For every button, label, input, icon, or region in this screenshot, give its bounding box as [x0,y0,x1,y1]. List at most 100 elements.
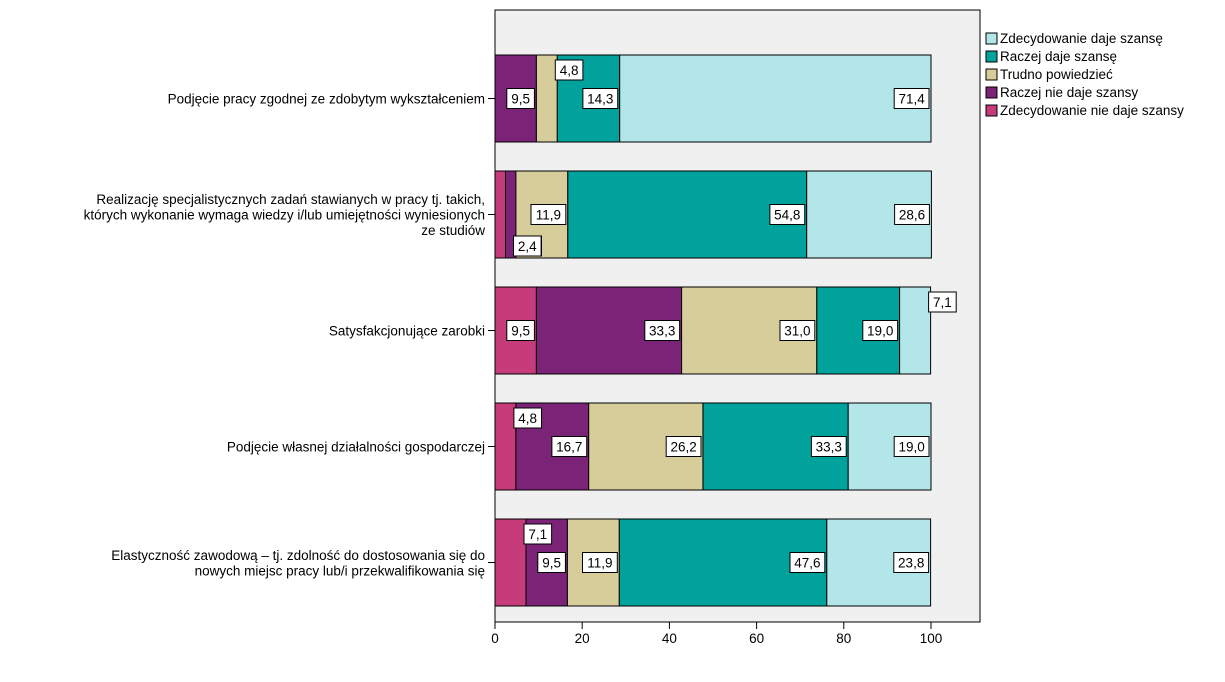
category-label: Satysfakcjonujące zarobki [329,324,485,339]
data-label: 4,8 [554,59,584,81]
data-label-box [893,436,930,457]
data-label-box [862,320,899,341]
data-label: 7,1 [928,291,957,313]
data-label-box [513,407,543,429]
data-labels-group: 9,5 4,8 14,3 71,4 2,4 11,9 54,8 28,6 9,5 33,3 31,0… [506,59,957,573]
data-label-box [769,204,806,225]
data-label-text: 2,4 [518,239,537,254]
bar-segment [567,170,808,259]
data-label-box [530,204,567,225]
data-label: 14,3 [582,88,619,109]
data-label-text: 31,0 [784,324,810,339]
category-label: których wykonanie wymaga wiedzy i/lub um… [84,208,485,223]
legend-label: Zdecydowanie daje szansę [1000,31,1163,46]
data-label-box [554,59,584,81]
legend: Zdecydowanie daje szansę Raczej daje szan… [985,31,1184,118]
data-label-text: 11,9 [587,556,612,571]
data-label: 4,8 [513,407,543,429]
data-label-text: 23,8 [898,556,924,571]
data-label: 54,8 [769,204,806,225]
data-label: 26,2 [665,436,702,457]
category-label: Realizację specjalistycznych zadań stawi… [96,192,485,207]
data-label-box [551,436,588,457]
category-labels: Podjęcie pracy zgodnej ze zdobytym wyksz… [84,92,495,578]
data-label-box [665,436,702,457]
category-label: ze studiów [421,223,485,238]
data-label: 7,1 [523,523,553,545]
data-label-box [644,320,681,341]
data-label-text: 71,4 [898,92,925,107]
data-label-text: 47,6 [794,556,820,571]
data-label-box [789,552,826,573]
data-label-box [506,320,535,341]
x-tick-label: 80 [836,631,851,646]
bar-segment [494,402,517,491]
data-label-text: 54,8 [774,208,800,223]
x-tick-label: 100 [920,631,943,646]
data-label: 33,3 [810,436,847,457]
data-label: 16,7 [551,436,588,457]
data-label-box [893,88,930,109]
data-label: 19,0 [862,320,899,341]
legend-label: Zdecydowanie nie daje szansy [1000,103,1184,118]
data-label: 47,6 [789,552,826,573]
category-label: nowych miejsc pracy lub/i przekwalifikow… [195,563,485,578]
x-tick-label: 0 [491,631,499,646]
category-label: Podjęcie pracy zgodnej ze zdobytym wyksz… [168,92,485,107]
data-label-box [894,204,930,225]
data-label-box [810,436,847,457]
legend-swatch [985,68,998,81]
bars-group [494,54,932,607]
category-label: Elastyczność zawodową – tj. zdolność do … [111,548,485,563]
data-label: 23,8 [893,552,930,573]
data-label-text: 4,8 [518,411,537,426]
bar-segment [899,286,932,375]
data-label-box [779,320,816,341]
bar-segment [535,54,558,143]
data-label-text: 9,5 [511,324,530,339]
x-tick-label: 60 [749,631,764,646]
data-label-box [513,235,542,257]
data-label-text: 19,0 [867,324,893,339]
legend-swatch [985,104,998,117]
data-label-box [582,88,619,109]
data-label-box [582,552,618,573]
data-label-text: 7,1 [933,295,952,310]
data-label: 28,6 [894,204,930,225]
data-label-text: 33,3 [649,324,675,339]
data-label-text: 16,7 [556,440,582,455]
data-label-text: 4,8 [560,63,579,78]
legend-label: Raczej nie daje szansy [1000,85,1138,100]
bar-segment [494,170,506,259]
data-label: 2,4 [513,235,542,257]
data-label-text: 26,2 [670,440,696,455]
data-label: 71,4 [893,88,930,109]
data-label: 19,0 [893,436,930,457]
data-label: 31,0 [779,320,816,341]
legend-label: Trudno powiedzieć [1000,67,1113,82]
data-label-box [506,88,535,109]
data-label: 11,9 [582,552,618,573]
legend-swatch [985,86,998,99]
x-tick-label: 20 [575,631,590,646]
data-label-text: 9,5 [511,92,530,107]
data-label-text: 28,6 [899,208,925,223]
x-axis: 0 20 40 60 80 100 [491,622,942,646]
data-label-text: 7,1 [528,527,547,542]
legend-swatch [985,50,998,63]
bar-segment [619,54,932,143]
data-label: 9,5 [537,552,566,573]
data-label: 9,5 [506,88,535,109]
x-tick-label: 40 [662,631,677,646]
data-label: 9,5 [506,320,535,341]
category-label: Podjęcie własnej działalności gospodarcz… [227,440,485,455]
data-label-text: 33,3 [816,440,842,455]
data-label-box [893,552,930,573]
data-label-box [523,523,553,545]
data-label-box [537,552,566,573]
data-label-text: 11,9 [536,208,561,223]
legend-label: Raczej daje szansę [1000,49,1117,64]
legend-swatch [985,32,998,45]
data-label: 33,3 [644,320,681,341]
